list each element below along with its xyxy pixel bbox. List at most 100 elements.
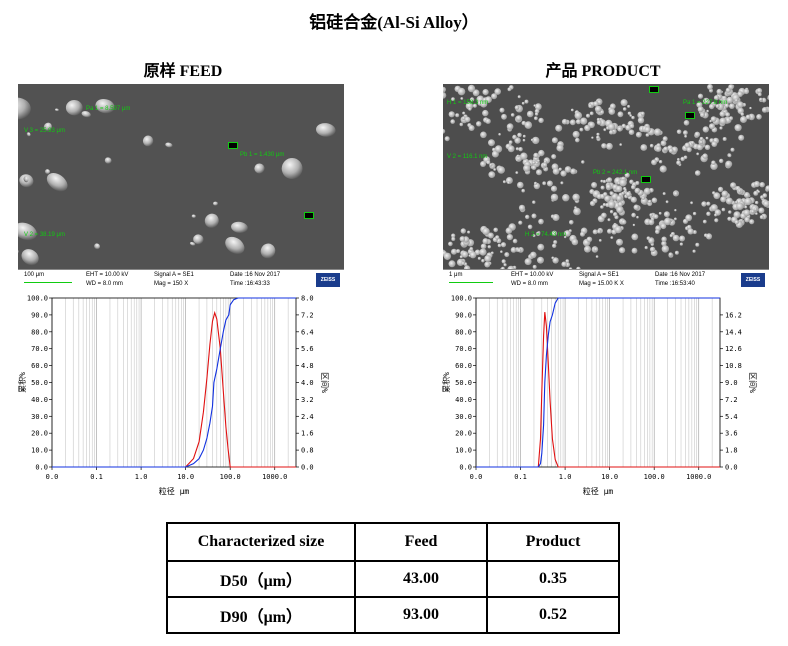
sem-particle xyxy=(697,93,704,99)
sem-particle xyxy=(755,212,758,215)
sem-particle xyxy=(517,95,521,99)
y-right-tick-label: 4.8 xyxy=(301,362,314,370)
time-label: Time :16:43:33 xyxy=(230,281,270,287)
sem-particle xyxy=(655,229,660,234)
feed-psd-chart: 0.0 10.0 20.0 30.0 40.0 50.0 60.0 70.0 80.0 90.0 1… xyxy=(17,295,329,497)
sem-particle xyxy=(632,223,636,227)
sem-particle xyxy=(522,134,526,138)
y-left-tick-label: 0.0 xyxy=(35,464,48,472)
y-right-tick-label: 2.4 xyxy=(301,413,314,421)
sem-particle xyxy=(558,167,562,171)
sem-particle xyxy=(468,254,471,257)
table-row: D50（μm） 43.00 0.35 xyxy=(166,560,620,598)
sem-particle xyxy=(627,104,631,108)
sem-particle xyxy=(551,230,558,236)
sem-particle xyxy=(659,165,667,173)
y-right-tick-label: 7.2 xyxy=(725,396,738,404)
sem-particle xyxy=(579,127,584,132)
sem-particle xyxy=(645,133,650,137)
x-tick-label: 1000.0 xyxy=(262,473,287,481)
sem-particle xyxy=(709,123,715,130)
feed-particles-picture xyxy=(18,84,344,270)
sem-particle xyxy=(517,181,524,189)
sem-particle xyxy=(532,264,537,269)
sem-particle xyxy=(533,104,536,107)
sem-measurement: H 1 = 158.3 nm xyxy=(447,100,489,106)
sem-particle xyxy=(468,107,472,111)
zeiss-logo: ZEISS xyxy=(316,273,340,287)
sem-particle xyxy=(472,103,477,108)
y-left-tick-label: 30.0 xyxy=(31,413,48,421)
product-value-cell: 0.52 xyxy=(486,596,620,634)
header-cell: Product xyxy=(486,522,620,562)
sem-particle xyxy=(480,100,488,108)
sem-particle xyxy=(705,99,710,105)
sem-particle xyxy=(584,124,591,132)
sem-particle xyxy=(738,189,742,193)
sem-particle xyxy=(448,260,456,268)
sem-particle xyxy=(506,123,514,130)
sem-particle xyxy=(719,158,724,164)
y-right-tick-label: 12.6 xyxy=(725,345,742,353)
sem-particle xyxy=(647,199,652,204)
plot-frame xyxy=(475,297,721,468)
sem-particle xyxy=(456,249,461,254)
sem-particle xyxy=(679,235,686,242)
page-title: 铝硅合金(Al-Si Alloy） xyxy=(309,13,479,32)
sem-particle xyxy=(600,205,604,209)
cumulative-curve xyxy=(476,297,720,468)
sem-particle xyxy=(653,214,659,220)
y-left-tick-label: 80.0 xyxy=(31,328,48,336)
sem-particle xyxy=(191,214,196,219)
sem-particle xyxy=(609,191,614,196)
sem-particle xyxy=(660,223,667,230)
sem-particle xyxy=(451,97,455,101)
sem-particle xyxy=(538,117,544,124)
sem-particle xyxy=(516,158,519,162)
sem-particle xyxy=(581,160,585,164)
sem-particle xyxy=(46,173,68,192)
sem-particle xyxy=(515,147,519,151)
sem-particle xyxy=(610,236,614,240)
sem-particle xyxy=(706,201,711,206)
sem-particle xyxy=(696,101,703,108)
sem-particle xyxy=(497,166,505,174)
sem-particle xyxy=(480,243,487,250)
x-axis-label: 粒径 μm xyxy=(159,486,190,496)
sem-particle xyxy=(535,231,541,236)
sem-particle xyxy=(497,243,502,248)
sem-particle xyxy=(702,126,709,133)
sem-particle xyxy=(213,201,219,206)
sem-particle xyxy=(724,103,729,108)
sem-particle xyxy=(231,221,248,233)
sem-measurement: H 2 = 74.43 nm xyxy=(525,232,567,238)
sem-particle xyxy=(465,102,474,110)
sem-particle xyxy=(621,191,625,195)
sem-particle xyxy=(655,145,662,152)
sem-particle xyxy=(694,170,701,176)
sem-particle xyxy=(663,217,672,226)
sem-particle xyxy=(591,136,594,139)
sem-particle xyxy=(459,236,466,242)
sem-particle xyxy=(762,193,768,198)
sem-particle xyxy=(603,128,607,132)
y-right-tick-label: 9.0 xyxy=(725,379,738,387)
sem-particle xyxy=(517,248,522,253)
sem-particle xyxy=(596,132,600,136)
differential-curve xyxy=(52,310,296,468)
sem-particle xyxy=(651,159,657,166)
sem-particle xyxy=(661,245,669,253)
product-sem-image: H 1 = 158.3 nm Pa 1 = 227.8 nm V 2 = 116… xyxy=(443,84,769,292)
sem-particle xyxy=(534,108,540,114)
sem-particle xyxy=(743,88,750,95)
sem-particle xyxy=(505,227,513,234)
sem-particle xyxy=(495,235,500,240)
sem-particle xyxy=(676,129,682,135)
mag-label: Mag = 150 X xyxy=(154,281,189,287)
sem-particle xyxy=(521,188,525,193)
sem-particle xyxy=(710,116,717,122)
sem-particle xyxy=(606,142,613,150)
sem-particle xyxy=(704,144,711,150)
sem-particle xyxy=(635,181,640,185)
sem-particle xyxy=(515,171,519,174)
